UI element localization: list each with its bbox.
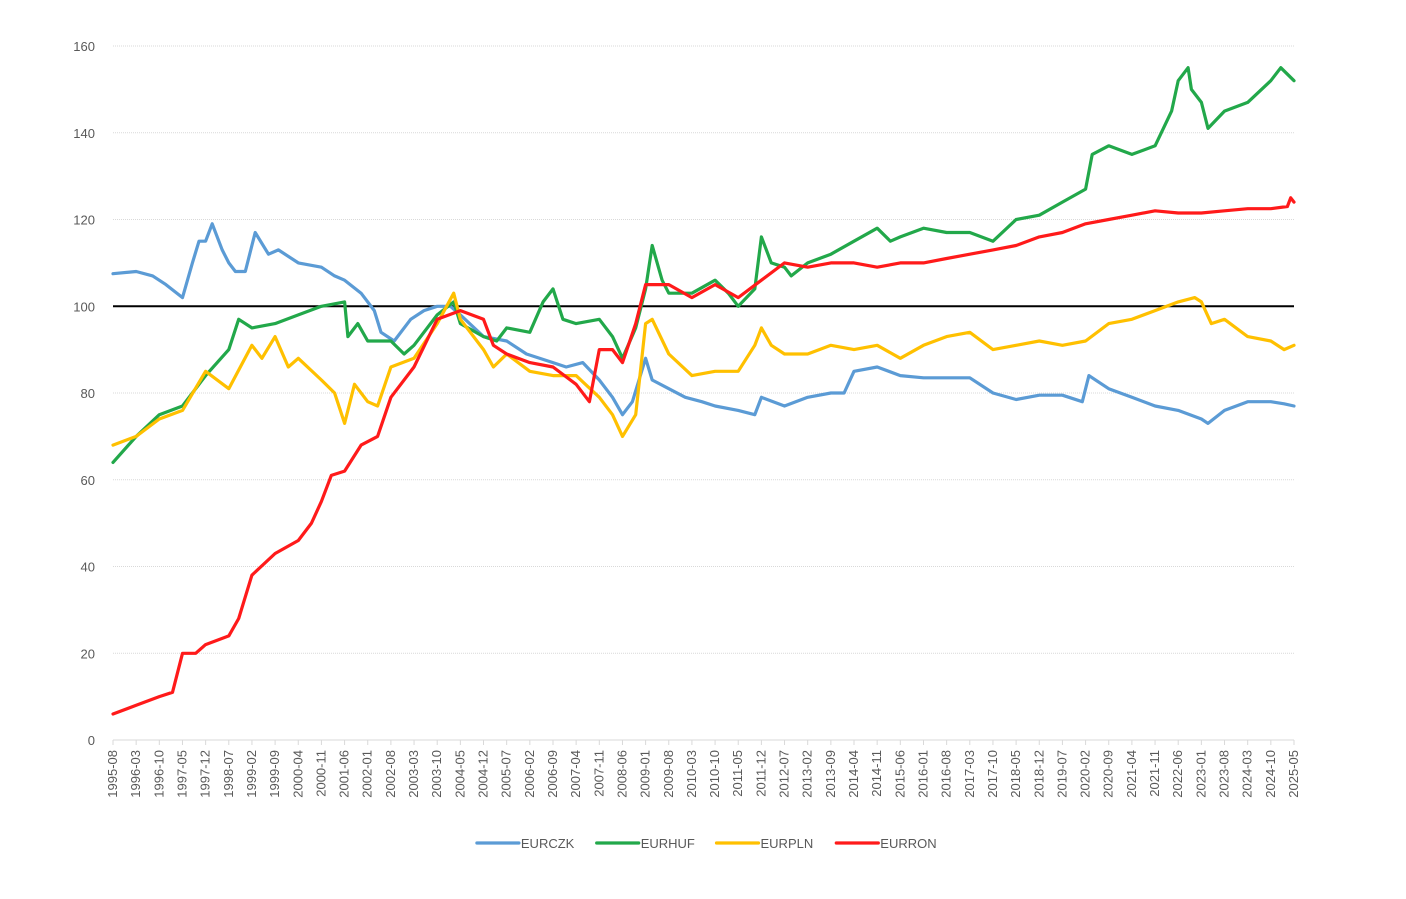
y-tick-label: 0 bbox=[88, 733, 95, 748]
x-tick-label: 2012-07 bbox=[777, 750, 792, 798]
x-tick-label: 2016-08 bbox=[939, 750, 954, 798]
x-tick-label: 2010-03 bbox=[684, 750, 699, 798]
x-tick-label: 2002-01 bbox=[360, 750, 375, 798]
x-tick-label: 2014-11 bbox=[869, 750, 884, 797]
legend-label-eurhuf: EURHUF bbox=[641, 836, 695, 851]
x-tick-label: 2003-03 bbox=[406, 750, 421, 798]
x-tick-label: 2018-12 bbox=[1031, 750, 1046, 798]
x-tick-label: 1999-09 bbox=[267, 750, 282, 798]
x-tick-label: 1995-08 bbox=[105, 750, 120, 798]
x-tick-label: 2001-06 bbox=[337, 750, 352, 798]
x-tick-label: 2009-01 bbox=[638, 750, 653, 798]
x-tick-label: 2007-11 bbox=[591, 750, 606, 797]
x-tick-label: 2021-04 bbox=[1124, 750, 1139, 798]
x-tick-label: 2016-01 bbox=[915, 750, 930, 798]
x-tick-label: 2002-08 bbox=[383, 750, 398, 798]
legend: EURCZK EURHUF EURPLN EURRON bbox=[475, 836, 937, 851]
x-tick-label: 2008-06 bbox=[614, 750, 629, 798]
legend-label-eurczk: EURCZK bbox=[521, 836, 575, 851]
x-tick-label: 2014-04 bbox=[846, 750, 861, 798]
y-tick-label: 120 bbox=[73, 213, 95, 228]
series-line-eurczk bbox=[111, 222, 1296, 425]
x-tick-label: 2004-12 bbox=[476, 750, 491, 798]
x-tick-label: 1997-12 bbox=[198, 750, 213, 798]
x-tick-label: 2000-11 bbox=[313, 750, 328, 797]
y-tick-label: 60 bbox=[81, 473, 95, 488]
x-tick-label: 2019-07 bbox=[1054, 750, 1069, 798]
x-tick-label: 2013-02 bbox=[800, 750, 815, 798]
y-tick-label: 80 bbox=[81, 386, 95, 401]
y-axis-tick-labels: 0 20 40 60 80 100 120 140 160 bbox=[73, 39, 95, 748]
x-tick-label: 2024-03 bbox=[1240, 750, 1255, 798]
x-tick-label: 1996-03 bbox=[128, 750, 143, 798]
x-tick-label: 2025-05 bbox=[1286, 750, 1301, 798]
x-tick-label: 2004-05 bbox=[452, 750, 467, 798]
x-tick-label: 2007-04 bbox=[568, 750, 583, 798]
x-tick-label: 2003-10 bbox=[429, 750, 444, 798]
series-line-eurpln bbox=[111, 291, 1296, 447]
y-tick-label: 100 bbox=[73, 299, 95, 314]
x-tick-label: 1996-10 bbox=[151, 750, 166, 798]
x-tick-label: 2000-04 bbox=[290, 750, 305, 798]
x-tick-label: 2018-05 bbox=[1008, 750, 1023, 798]
x-tick-label: 2011-05 bbox=[730, 750, 745, 797]
x-tick-label: 1998-07 bbox=[221, 750, 236, 798]
x-tick-label: 2023-01 bbox=[1193, 750, 1208, 798]
x-tick-label: 2017-03 bbox=[962, 750, 977, 798]
x-tick-label: 2010-10 bbox=[707, 750, 722, 798]
x-tick-label: 2022-06 bbox=[1170, 750, 1185, 798]
legend-label-eurpln: EURPLN bbox=[761, 836, 814, 851]
x-tick-label: 2009-08 bbox=[661, 750, 676, 798]
x-tick-label: 2020-02 bbox=[1078, 750, 1093, 798]
y-tick-label: 40 bbox=[81, 560, 95, 575]
x-tick-label: 2021-11 bbox=[1147, 750, 1162, 797]
x-tick-label: 2005-07 bbox=[499, 750, 514, 798]
x-tick-label: 2023-08 bbox=[1217, 750, 1232, 798]
x-tick-label: 2020-09 bbox=[1101, 750, 1116, 798]
x-tick-label: 1997-05 bbox=[174, 750, 189, 798]
x-tick-label: 1999-02 bbox=[244, 750, 259, 798]
x-axis-tick-labels: 1995-08 1996-03 1996-10 1997-05 1997-12 1998-… bbox=[105, 740, 1301, 798]
x-tick-label: 2015-06 bbox=[892, 750, 907, 798]
legend-label-eurron: EURRON bbox=[880, 836, 936, 851]
series-line-eurron bbox=[111, 196, 1296, 716]
x-tick-label: 2006-02 bbox=[522, 750, 537, 798]
y-tick-label: 160 bbox=[73, 39, 95, 54]
x-tick-label: 2017-10 bbox=[985, 750, 1000, 798]
x-tick-label: 2011-12 bbox=[753, 750, 768, 797]
x-tick-label: 2006-09 bbox=[545, 750, 560, 798]
y-tick-label: 20 bbox=[81, 646, 95, 661]
y-tick-label: 140 bbox=[73, 126, 95, 141]
series-line-eurhuf bbox=[111, 66, 1296, 464]
x-tick-label: 2013-09 bbox=[823, 750, 838, 798]
x-tick-label: 2024-10 bbox=[1263, 750, 1278, 798]
series-lines bbox=[111, 66, 1296, 716]
